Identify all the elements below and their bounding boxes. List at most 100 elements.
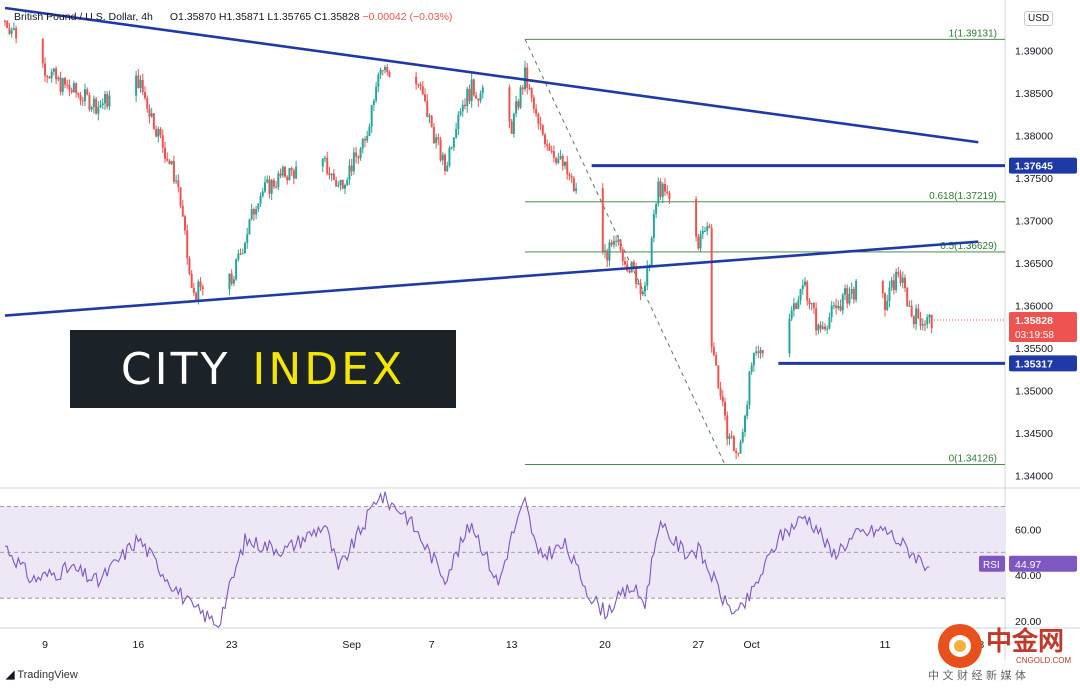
candle-body xyxy=(52,68,55,72)
candle-body xyxy=(917,308,920,318)
candle-body xyxy=(135,75,138,96)
candle-body xyxy=(164,147,166,159)
candle-body xyxy=(150,113,153,117)
candle-body xyxy=(919,317,922,326)
level-label-box xyxy=(1009,157,1077,174)
candle-body xyxy=(104,94,106,104)
candle-body xyxy=(926,317,929,325)
candle-body xyxy=(66,84,69,86)
candle-body xyxy=(815,308,818,331)
candle-body xyxy=(277,173,280,188)
candle-body xyxy=(68,85,71,91)
candle-body xyxy=(341,179,344,189)
candle-body xyxy=(201,286,204,290)
candle-body xyxy=(417,84,420,86)
candle-body xyxy=(915,308,918,325)
candle-body xyxy=(637,282,640,285)
price-tick-label: 1.34000 xyxy=(1015,470,1053,482)
candle-body xyxy=(64,78,66,85)
candle-body xyxy=(228,273,231,290)
price-tick-label: 1.35500 xyxy=(1015,343,1053,355)
candle-body xyxy=(601,188,604,252)
candle-body xyxy=(844,288,846,295)
price-tick-label: 1.37500 xyxy=(1015,173,1053,185)
candle-body xyxy=(444,154,446,172)
candle-body xyxy=(139,79,142,89)
price-tick-label: 1.35000 xyxy=(1015,385,1053,397)
candle-body xyxy=(701,230,704,235)
candle-body xyxy=(430,115,433,127)
candle-body xyxy=(95,98,98,114)
candle-body xyxy=(326,157,329,174)
trendline-upper xyxy=(4,6,979,144)
candle-body xyxy=(550,150,553,152)
candle-body xyxy=(808,300,811,305)
candle-body xyxy=(541,125,544,135)
candle-body xyxy=(704,230,706,232)
candle-body xyxy=(724,402,726,416)
candle-body xyxy=(895,271,898,291)
candle-body xyxy=(621,250,624,262)
candle-body xyxy=(464,104,466,107)
tradingview-logo[interactable]: ◢ TradingView xyxy=(6,668,78,681)
candle-body xyxy=(812,303,815,309)
candle-body xyxy=(288,168,291,181)
candle-body xyxy=(697,236,700,249)
candle-body xyxy=(72,83,75,93)
candle-body xyxy=(424,94,426,101)
candle-body xyxy=(804,281,806,286)
price-tick-label: 1.38500 xyxy=(1015,88,1053,100)
candle-body xyxy=(381,70,384,72)
time-tick-label: 27 xyxy=(692,639,704,651)
candle-body xyxy=(666,191,669,193)
candle-body xyxy=(86,89,89,95)
candle-body xyxy=(892,280,895,291)
candle-body xyxy=(352,152,355,172)
candle-body xyxy=(446,165,449,172)
candle-body xyxy=(370,105,373,127)
candle-body xyxy=(819,324,822,329)
currency-button[interactable]: USD xyxy=(1024,11,1054,26)
candle-body xyxy=(750,365,753,372)
candle-body xyxy=(332,173,335,181)
candle-body xyxy=(532,97,535,109)
candle-body xyxy=(839,306,842,311)
trendline-lower xyxy=(4,240,979,317)
candle-body xyxy=(44,63,46,76)
candle-body xyxy=(730,436,733,438)
candle-body xyxy=(810,303,813,305)
candle-body xyxy=(108,95,111,107)
time-tick-label: Sep xyxy=(342,639,361,651)
candle-body xyxy=(635,268,638,285)
candle-body xyxy=(646,266,649,286)
candle-body xyxy=(615,240,618,242)
candle-body xyxy=(259,196,262,204)
candle-body xyxy=(41,38,44,64)
candle-body xyxy=(846,288,849,304)
candle-body xyxy=(252,209,255,215)
candle-body xyxy=(726,415,729,440)
candle-body xyxy=(530,88,533,98)
candle-body xyxy=(664,184,666,192)
candle-body xyxy=(279,173,282,176)
candle-body xyxy=(15,28,18,39)
candle-body xyxy=(346,179,349,186)
candle-body xyxy=(610,242,613,245)
candle-body xyxy=(415,76,418,85)
candle-body xyxy=(270,180,273,194)
candle-body xyxy=(419,84,422,87)
price-tick-label: 1.37000 xyxy=(1015,215,1053,227)
candle-body xyxy=(375,86,378,101)
candle-body xyxy=(657,181,660,204)
candle-body xyxy=(268,179,271,194)
candle-body xyxy=(335,180,338,187)
candle-body xyxy=(157,128,160,137)
candle-body xyxy=(426,100,429,117)
candle-body xyxy=(732,436,735,451)
candle-body xyxy=(328,173,331,176)
candle-body xyxy=(141,79,144,93)
candle-body xyxy=(355,152,358,157)
watermark-index: INDEX xyxy=(252,343,406,395)
candle-body xyxy=(928,314,931,318)
